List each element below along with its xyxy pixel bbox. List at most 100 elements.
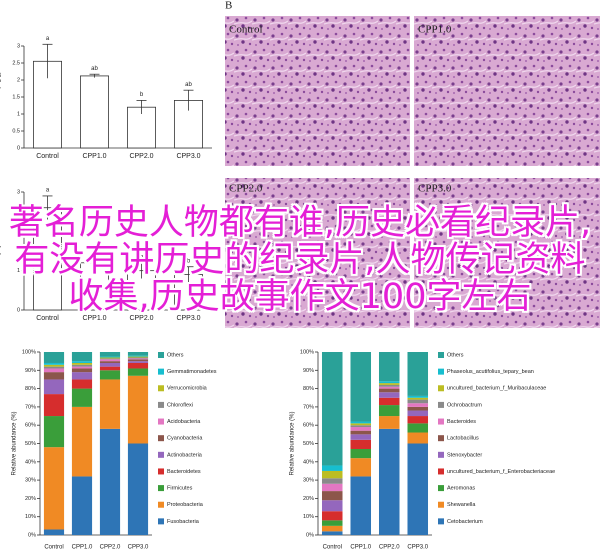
x-tick-label: CPP2.0 (129, 315, 153, 322)
histology-image (225, 178, 410, 328)
legend-swatch (438, 385, 444, 392)
y-tick-label: 50% (25, 441, 36, 447)
y-tick-label: 1 (17, 268, 20, 274)
bar-segment (43, 416, 65, 448)
x-tick-label: CPP1.0 (350, 545, 371, 551)
bar-segment (350, 421, 372, 424)
legend-swatch (158, 352, 164, 358)
y-tick-label: 3 (17, 43, 20, 49)
bar-segment (350, 425, 372, 428)
bar-segment (407, 416, 429, 424)
y-tick-label: 80% (303, 386, 314, 392)
y-tick-label: 30% (25, 478, 36, 484)
x-tick-label: CPP3.0 (176, 153, 200, 160)
y-axis-label: Liver injury score (0, 228, 2, 274)
legend-swatch (158, 385, 164, 392)
legend-label: Actinobacteria (167, 452, 203, 458)
legend-label: Fusobacteria (167, 519, 200, 525)
bar-segment (99, 356, 121, 358)
significance-letter: a (46, 36, 50, 42)
legend-label: Shewanella (447, 502, 476, 508)
legend-swatch (438, 468, 444, 475)
bar-segment (321, 470, 343, 479)
y-tick-label: 100% (300, 349, 314, 355)
bar-segment (407, 397, 429, 400)
bar-segment (43, 379, 65, 395)
bar-segment (99, 379, 121, 429)
bar-segment (321, 531, 343, 535)
y-tick-label: 2 (17, 229, 20, 235)
significance-letter: b (187, 258, 191, 264)
bar-segment (127, 375, 149, 444)
bar-segment (71, 406, 93, 477)
x-tick-label: Control (36, 153, 59, 160)
legend-label: Bacteroides (447, 419, 476, 425)
bar-segment (43, 529, 65, 535)
y-tick-label: 1 (17, 111, 20, 117)
bar-segment (43, 352, 65, 363)
bar-segment (407, 395, 429, 398)
bar-segment (99, 428, 121, 535)
y-tick-label: 90% (303, 368, 314, 374)
bar-segment (127, 355, 149, 357)
bar-segment (321, 352, 343, 466)
y-tick-label: 90% (25, 368, 36, 374)
y-tick-label: 0 (17, 307, 20, 313)
y-tick-label: 2.5 (12, 60, 20, 66)
bar-segment (71, 352, 93, 362)
bar-segment (71, 362, 93, 365)
legend-swatch (438, 352, 444, 358)
legend-label: Chloroflexi (167, 402, 193, 408)
bar-segment (321, 465, 343, 471)
x-tick-label: CPP1.0 (72, 545, 93, 551)
y-tick-label: 0 (17, 145, 20, 151)
y-tick-label: 60% (25, 423, 36, 429)
x-tick-label: CPP3.0 (407, 545, 428, 551)
bar-segment (407, 352, 429, 396)
bar-segment (378, 386, 400, 389)
bar-segment (71, 361, 93, 363)
significance-letter: ab (185, 82, 192, 88)
bar-segment (71, 368, 93, 373)
bar-segment (127, 356, 149, 358)
bar-segment (321, 500, 343, 512)
y-tick-label: 0% (28, 532, 36, 538)
y-tick-label: 70% (25, 404, 36, 410)
legend-swatch (438, 485, 444, 492)
bar-segment (99, 366, 121, 371)
bar-segment (43, 366, 65, 369)
y-tick-label: 30% (303, 478, 314, 484)
y-tick-label: 40% (25, 459, 36, 465)
bar-segment (350, 427, 372, 431)
legend-label: Cetobacterium (447, 519, 483, 525)
bar-segment (407, 406, 429, 411)
bar (80, 75, 110, 149)
legend-label: Aeromonas (447, 486, 475, 492)
bar-segment (99, 358, 121, 360)
legend-label: Acidobacteria (167, 419, 201, 425)
bar-segment (99, 357, 121, 359)
legend-label: Proteobacteria (167, 502, 204, 508)
y-tick-label: 0% (306, 532, 314, 538)
legend-swatch (438, 401, 444, 408)
bar-segment (321, 491, 343, 501)
bar-segment (378, 383, 400, 385)
bar-segment (71, 379, 93, 389)
legend-swatch (158, 368, 164, 375)
y-tick-label: 2 (17, 77, 20, 83)
x-tick-label: CPP2.0 (129, 153, 153, 160)
legend-label: Ochrobactrum (447, 402, 482, 408)
significance-letter: b (140, 254, 144, 260)
bar-segment (43, 362, 65, 365)
bar-segment (350, 430, 372, 435)
overlay-title: 著名历史人物都有谁,历史必看纪录片,有没有讲历史的纪录片,人物传记资料收集,历史… (8, 203, 592, 317)
legend-label: uncultured_bacterium_f_Muribaculaceae (447, 386, 546, 392)
bar-segment (407, 410, 429, 417)
legend-swatch (158, 401, 164, 408)
y-tick-label: 3 (17, 189, 20, 195)
x-tick-label: CPP2.0 (100, 545, 121, 551)
legend-label: Gemmatimonadetes (167, 369, 217, 375)
bar-segment (378, 388, 400, 393)
bar-segment (407, 443, 429, 535)
y-tick-label: 10% (303, 514, 314, 520)
